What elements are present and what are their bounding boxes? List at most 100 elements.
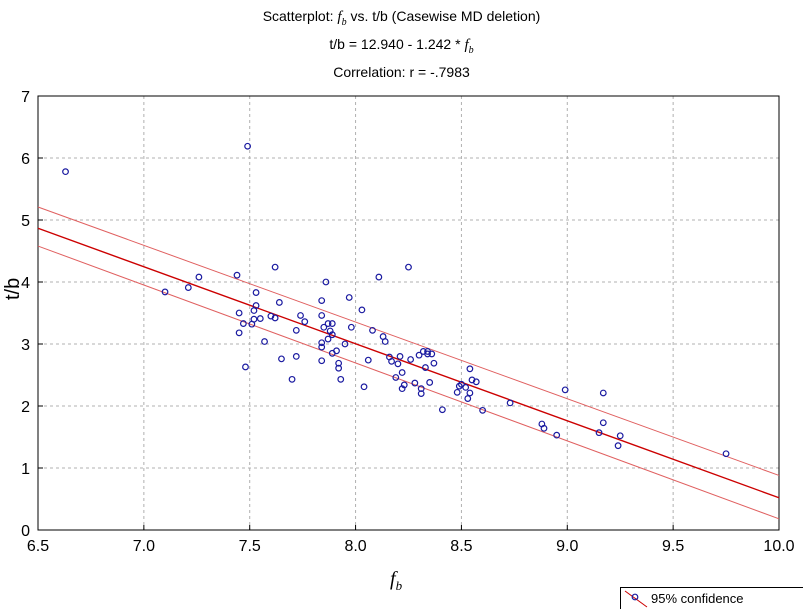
data-point [256,315,264,322]
y-tick-label: 3 [21,337,30,354]
y-tick-label: 4 [21,275,30,292]
regression-line-group [37,227,780,499]
data-point [369,326,376,334]
data-point [320,323,328,331]
data-point [466,365,474,373]
data-point [347,323,355,331]
data-point [242,363,249,371]
data-point [318,357,326,365]
data-point [335,364,343,372]
data-point [458,380,465,388]
data-point [599,389,607,397]
correlation-text: Correlation: r = -.7983 [333,64,470,80]
data-point [278,355,285,363]
plot-frame [37,95,780,531]
chart-title: Scatterplot: fb vs. t/b (Casewise MD del… [0,8,803,28]
data-point [405,263,412,271]
confidence-band [37,206,780,520]
confidence-lower-line [37,245,780,520]
data-point [333,347,340,355]
data-point [297,312,304,319]
data-point [161,288,169,296]
data-point [324,320,332,327]
data-points [62,142,730,458]
x-tick-label: 10.0 [763,538,794,555]
y-tick-label: 1 [21,461,30,478]
y-tick-label: 6 [21,151,30,168]
data-point [244,142,251,150]
data-point [328,320,336,327]
x-tick-label: 9.5 [662,538,684,555]
data-point [318,312,326,319]
data-point [462,384,470,391]
data-point [422,364,429,371]
data-point [250,315,258,323]
x-tick-label: 7.5 [239,538,261,555]
data-point [275,299,283,306]
x-tick-label: 8.0 [344,538,366,555]
data-point [479,406,487,414]
confidence-upper-line [37,206,780,476]
data-point [271,263,279,271]
data-point [415,351,423,359]
data-point [428,350,436,358]
data-point [195,273,203,281]
y-tick-label: 7 [21,89,30,106]
y-tick-label: 5 [21,213,30,230]
data-point [411,379,419,387]
data-point [322,278,330,286]
data-point [595,429,603,437]
tick-labels: 6.5 7.0 7.5 8.0 8.5 9.0 9.5 10.0 0 1 2 3 4 5 6 7 [21,89,795,555]
title-suffix: vs. t/b (Casewise MD deletion) [346,8,541,24]
data-point [324,335,332,343]
data-point [417,385,425,393]
data-point [318,297,326,305]
x-tick-label: 8.5 [450,538,472,555]
data-point [292,326,300,334]
data-point [337,375,345,383]
data-point [392,374,400,381]
data-point [62,168,69,176]
data-point [345,294,353,301]
data-point [381,338,389,345]
data-point [261,338,268,345]
data-point [394,360,402,368]
title-prefix: Scatterplot: [262,8,338,24]
data-point [398,369,406,376]
data-point [599,419,607,427]
data-point [400,381,408,389]
data-point [235,329,243,337]
x-tick-label: 9.0 [556,538,578,555]
equation-variable: fb [464,37,474,56]
data-point [466,389,474,397]
data-point [417,390,425,398]
axes [37,95,780,531]
data-point [252,302,260,309]
data-point [184,284,192,291]
data-point [328,331,336,339]
data-point [506,399,514,407]
data-point [335,359,343,367]
data-point [288,375,296,383]
data-point [561,386,569,394]
data-point [430,359,438,367]
data-point [318,343,326,351]
data-point [464,395,472,402]
x-tick-label: 6.5 [27,538,49,555]
data-point [438,406,446,414]
data-point [424,350,431,358]
regression-equation: t/b = 12.940 - 1.242 * fb [0,36,803,56]
data-point [252,289,260,296]
legend: 95% confidence [620,587,803,609]
data-point [722,450,730,458]
equation-text: t/b = 12.940 - 1.242 * [329,36,465,52]
data-point [396,353,404,360]
data-point [301,318,309,326]
x-tick-label: 7.0 [133,538,155,555]
data-point [375,273,383,281]
data-point [426,379,434,386]
data-point [616,432,624,440]
data-point [364,356,372,364]
y-tick-label: 2 [21,399,30,416]
